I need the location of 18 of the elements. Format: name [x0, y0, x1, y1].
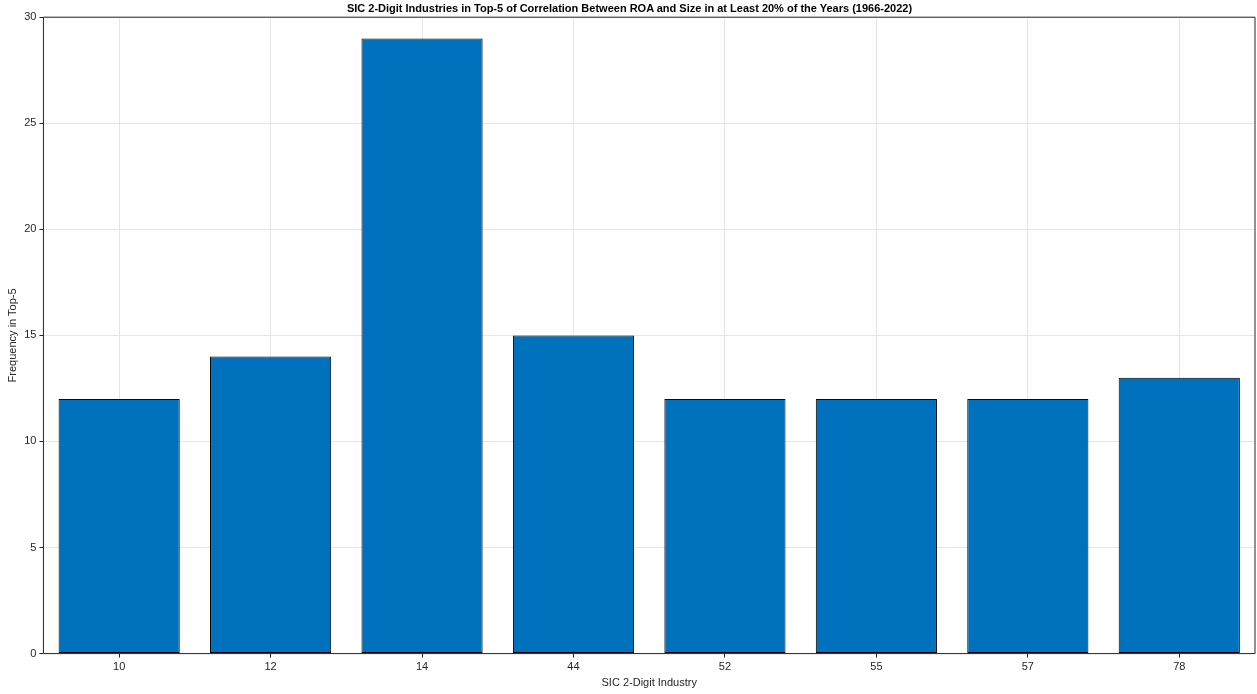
x-tick-label: 44: [567, 660, 580, 673]
x-tick-label: 55: [870, 660, 883, 673]
x-tick-label: 12: [264, 660, 277, 673]
y-tick-label: 10: [24, 434, 37, 447]
y-axis-title: Frequency in Top-5: [5, 288, 18, 383]
x-tick-label: 78: [1173, 660, 1186, 673]
x-tick-label: 52: [718, 660, 732, 673]
y-tick-label: 0: [30, 646, 37, 659]
x-tick-label: 10: [113, 660, 126, 673]
chart-title: SIC 2-Digit Industries in Top-5 of Correlation Between ROA and Size in at Least 20% of the Years (1966-2022): [346, 1, 913, 14]
x-tick-label: 57: [1021, 660, 1034, 673]
y-tick-label: 20: [24, 222, 37, 235]
x-axis-title: SIC 2-Digit Industry: [601, 676, 698, 689]
y-tick-label: 15: [24, 328, 37, 341]
x-tick-label: 14: [415, 660, 429, 673]
y-tick-label: 30: [24, 10, 37, 23]
y-tick-label: 5: [30, 540, 37, 553]
y-tick-label: 25: [24, 116, 37, 129]
